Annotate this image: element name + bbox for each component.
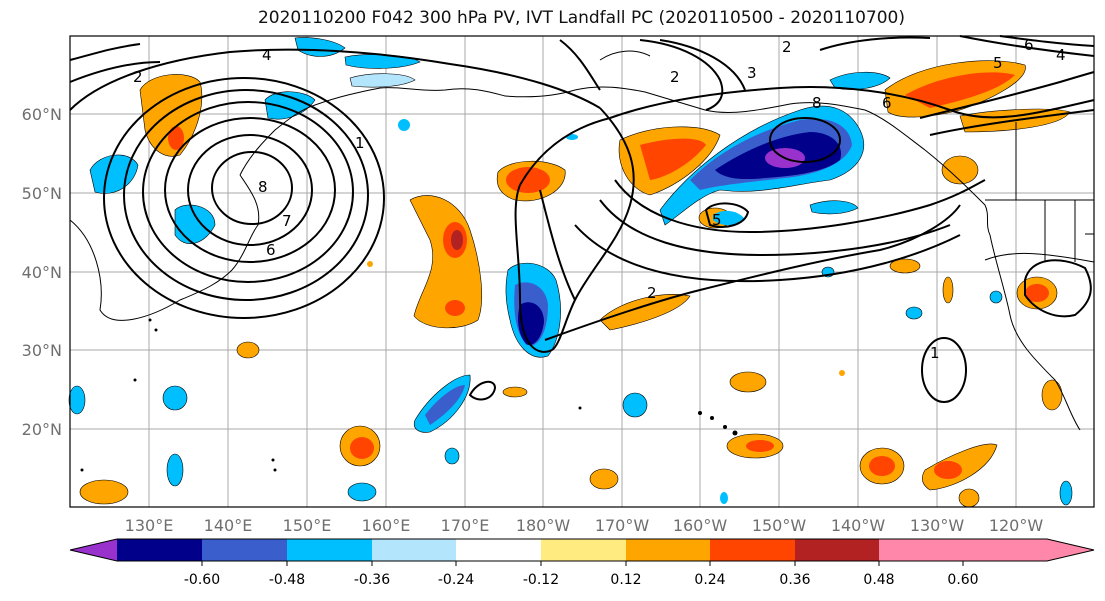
colorbar-segment (372, 539, 456, 561)
contour-label: 5 (712, 211, 722, 229)
contour-label: 4 (262, 46, 272, 64)
contour-label: 2 (782, 38, 792, 56)
contour-label: 5 (993, 54, 1003, 72)
contour-label: 1 (930, 344, 940, 362)
latitude-labels: 60°N 50°N 40°N 30°N 20°N (22, 105, 62, 439)
lat-label-50n: 50°N (22, 184, 62, 203)
colorbar-tick-label: -0.12 (523, 572, 559, 588)
lat-label-40n: 40°N (22, 263, 62, 282)
colorbar-segment (456, 539, 541, 561)
lon-label: 120°W (989, 516, 1044, 535)
colorbar-segment (287, 539, 372, 561)
colorbar-tick-label: 0.60 (947, 572, 978, 588)
map-title: 2020110200 F042 300 hPa PV, IVT Landfall… (257, 8, 905, 28)
ivt-contours (69, 35, 1095, 403)
contour-label: 8 (258, 178, 268, 196)
longitude-labels: 130°E 140°E 150°E 160°E 170°E 180°W 170°… (125, 516, 1044, 535)
lon-label: 170°E (441, 516, 490, 535)
lat-label-60n: 60°N (22, 105, 62, 124)
colorbar-tick-label: -0.60 (184, 572, 220, 588)
contour-label: 2 (670, 68, 680, 86)
lon-label: 150°E (283, 516, 332, 535)
colorbar: -0.60 -0.48 -0.36 -0.24 -0.12 0.12 0.24 … (69, 538, 1095, 588)
contour-label: 2 (647, 284, 657, 302)
lon-label: 160°W (673, 516, 728, 535)
contour-label: 6 (266, 241, 276, 259)
contour-label: 1 (355, 134, 365, 152)
islands (80, 318, 738, 472)
colorbar-extend-high (963, 539, 1094, 561)
contour-label: 2 (133, 68, 143, 86)
colorbar-tick-label: 0.24 (694, 572, 725, 588)
colorbar-extend-low (70, 539, 117, 561)
contour-label: 6 (1024, 36, 1034, 54)
colorbar-tick-label: -0.36 (354, 572, 390, 588)
colorbar-tick-label: -0.48 (269, 572, 305, 588)
lon-label: 130°E (125, 516, 174, 535)
contour-label: 6 (882, 94, 892, 112)
lon-label: 140°W (831, 516, 886, 535)
lat-label-20n: 20°N (22, 420, 62, 439)
colorbar-segment (202, 539, 287, 561)
colorbar-segment (710, 539, 795, 561)
colorbar-segment (117, 539, 202, 561)
colorbar-segment (626, 539, 710, 561)
contour-label: 7 (282, 212, 292, 230)
lon-label: 180°W (516, 516, 571, 535)
contour-label: 3 (747, 64, 757, 82)
lon-label: 130°W (910, 516, 965, 535)
colorbar-segment (795, 539, 879, 561)
pv-shading (68, 37, 1073, 508)
colorbar-segment (541, 539, 626, 561)
lon-label: 160°E (362, 516, 411, 535)
lon-label: 150°W (752, 516, 807, 535)
plot-frame (69, 35, 1095, 508)
colorbar-tick-label: 0.12 (610, 572, 641, 588)
colorbar-outline (69, 538, 1095, 562)
colorbar-tick-label: 0.48 (863, 572, 894, 588)
lat-label-30n: 30°N (22, 341, 62, 360)
colorbar-tick-label: 0.36 (779, 572, 810, 588)
colorbar-segment (879, 539, 963, 561)
lon-label: 140°E (204, 516, 253, 535)
contour-label: 8 (812, 94, 822, 112)
coastlines (69, 50, 1095, 431)
contour-labels: 4 2 6 8 2 3 2 6 5 4 6 8 2 1 7 5 1 (133, 36, 1066, 362)
colorbar-tick-label: -0.24 (438, 572, 474, 588)
lon-label: 170°W (595, 516, 650, 535)
contour-label: 4 (1056, 46, 1066, 64)
